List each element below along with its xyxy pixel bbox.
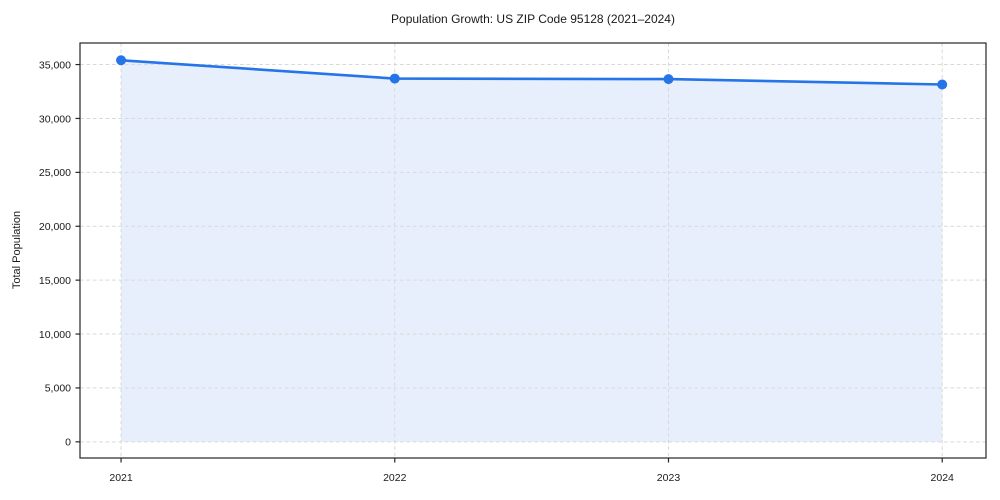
- y-tick-label: 15,000: [39, 275, 71, 287]
- x-tick-label: 2023: [657, 472, 681, 484]
- y-tick-label: 30,000: [39, 113, 71, 125]
- y-tick-label: 5,000: [45, 383, 71, 395]
- x-tick-label: 2022: [383, 472, 407, 484]
- data-point: [116, 55, 127, 66]
- y-tick-label: 35,000: [39, 59, 71, 71]
- axis-frame: [79, 42, 987, 459]
- x-tick-label: 2021: [109, 472, 133, 484]
- y-axis-label: Total Population: [11, 210, 23, 290]
- y-tick-label: 0: [65, 437, 71, 449]
- y-tick-label: 20,000: [39, 221, 71, 233]
- series-line: [119, 58, 944, 86]
- x-tick-label: 2024: [931, 472, 955, 484]
- data-point: [389, 73, 400, 84]
- y-tick-label: 25,000: [39, 167, 71, 179]
- data-point: [937, 79, 948, 90]
- chart-title: Population Growth: US ZIP Code 95128 (20…: [391, 12, 675, 26]
- area-fill: [121, 60, 943, 442]
- y-tick-label: 10,000: [39, 329, 71, 341]
- data-point: [663, 74, 674, 85]
